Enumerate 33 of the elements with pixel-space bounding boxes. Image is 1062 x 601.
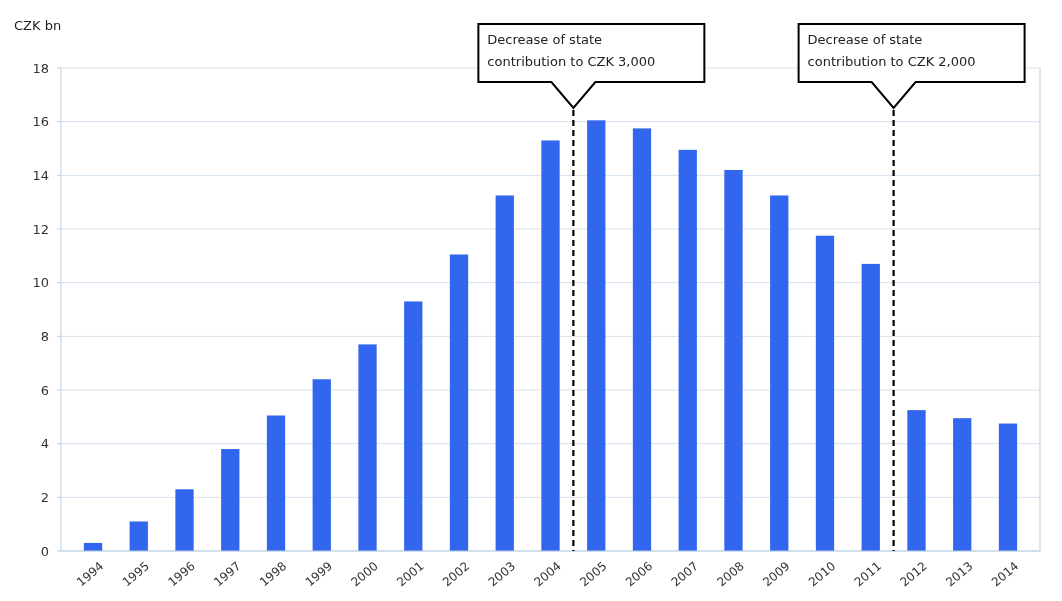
y-tick-label: 14	[32, 167, 49, 183]
bar	[998, 423, 1018, 551]
bar	[724, 169, 743, 551]
bar	[495, 195, 514, 551]
y-tick-label: 16	[32, 114, 49, 130]
bar	[221, 449, 240, 551]
bar	[815, 235, 835, 551]
y-tick-label: 0	[40, 543, 49, 559]
y-axis-title: CZK bn	[14, 18, 62, 33]
bar	[358, 344, 377, 551]
bar	[861, 263, 880, 551]
y-tick-label: 6	[40, 382, 49, 398]
y-tick-label: 4	[40, 436, 49, 452]
bar	[632, 128, 652, 551]
bar	[129, 521, 148, 551]
bar	[770, 195, 789, 551]
bar	[312, 379, 331, 551]
bar	[449, 254, 469, 551]
bar	[266, 415, 286, 551]
bar	[953, 418, 972, 551]
y-tick-label: 8	[40, 328, 49, 344]
bar	[907, 410, 926, 551]
bar	[541, 140, 560, 551]
y-tick-label: 10	[32, 275, 49, 291]
bar	[175, 489, 194, 551]
bar	[404, 301, 423, 551]
ref-line-label: Decrease of state contribution to CZK 3,000	[487, 32, 656, 69]
bar	[678, 149, 697, 551]
y-tick-label: 12	[32, 221, 49, 237]
ref-line-label: Decrease of state contribution to CZK 2,000	[807, 32, 976, 69]
y-tick-label: 2	[40, 489, 49, 505]
bar	[587, 120, 606, 551]
y-tick-label: 18	[32, 60, 49, 76]
